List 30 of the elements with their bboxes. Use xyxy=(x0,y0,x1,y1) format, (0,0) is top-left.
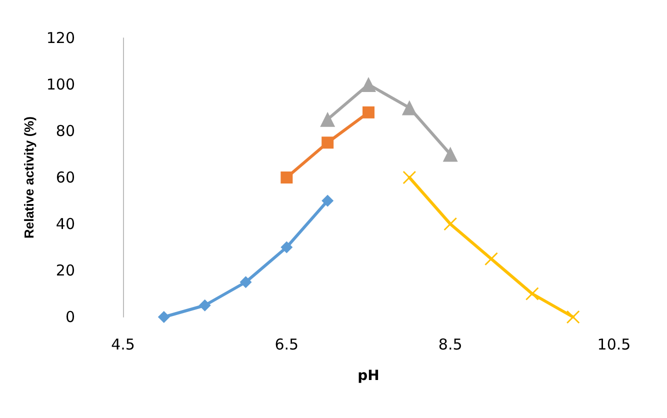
point xyxy=(525,287,539,300)
point xyxy=(198,299,211,312)
y-tick-label: 60 xyxy=(56,168,75,186)
point xyxy=(240,276,252,288)
point xyxy=(280,172,293,184)
point xyxy=(402,170,416,184)
point xyxy=(566,310,580,324)
point xyxy=(158,311,170,323)
y-tick-label: 0 xyxy=(65,308,75,326)
point xyxy=(320,112,336,127)
point xyxy=(322,194,334,207)
y-tick-label: 80 xyxy=(56,122,75,140)
point xyxy=(361,77,376,92)
point xyxy=(362,106,374,118)
y-tick-label: 20 xyxy=(56,262,75,280)
point xyxy=(280,241,293,254)
x-tick-label: 4.5 xyxy=(111,336,135,354)
point xyxy=(322,136,334,149)
y-tick-label: 100 xyxy=(46,76,75,94)
point xyxy=(442,146,458,162)
x-axis-title: pH xyxy=(358,368,380,384)
x-tick-label: 8.5 xyxy=(438,336,462,354)
point xyxy=(444,217,458,231)
y-tick-label: 120 xyxy=(46,29,75,47)
point xyxy=(484,252,498,266)
x-tick-label: 10.5 xyxy=(597,336,631,354)
y-axis-title: Relative activity (%) xyxy=(21,116,36,239)
y-tick-label: 40 xyxy=(56,215,75,233)
x-tick-label: 6.5 xyxy=(274,336,299,354)
point xyxy=(402,100,417,116)
